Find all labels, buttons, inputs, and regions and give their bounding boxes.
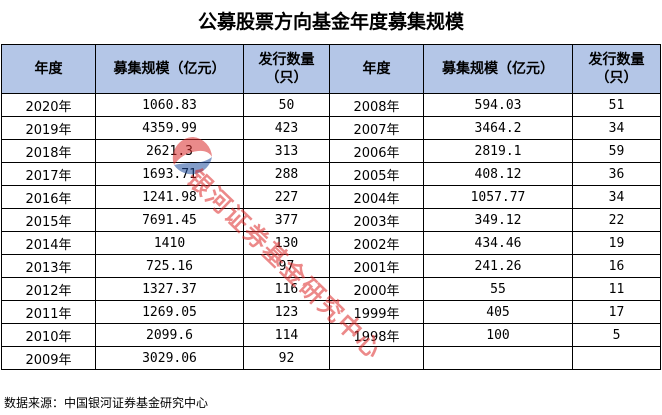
table-row: 2014年 1410 130 2002年 434.46 19 <box>1 231 661 255</box>
table-row: 2009年 3029.06 92 <box>1 346 661 370</box>
cell-count-left: 50 <box>243 93 330 117</box>
logo-red-swoosh <box>172 137 212 165</box>
cell-year-right: 1998年 <box>329 323 424 347</box>
cell-scale-left: 1060.83 <box>95 93 244 117</box>
cell-year-right: 2003年 <box>329 208 424 232</box>
cell-count-right: 16 <box>572 254 661 278</box>
cell-count-left: 92 <box>243 346 330 370</box>
cell-count-right: 34 <box>572 185 661 209</box>
data-source-note: 数据来源：中国银河证券基金研究中心 <box>4 396 209 410</box>
header-count-left: 发行数量（只） <box>243 44 330 94</box>
cell-year-right: 2005年 <box>329 162 424 186</box>
cell-scale-left: 2099.6 <box>95 323 244 347</box>
cell-count-left: 288 <box>243 162 330 186</box>
table-row: 2020年 1060.83 50 2008年 594.03 51 <box>1 93 661 117</box>
cell-count-left: 227 <box>243 185 330 209</box>
cell-scale-right: 241.26 <box>423 254 573 278</box>
cell-year-right: 2008年 <box>329 93 424 117</box>
table-row: 2015年 7691.45 377 2003年 349.12 22 <box>1 208 661 232</box>
cell-count-right: 59 <box>572 139 661 163</box>
cell-count-right: 5 <box>572 323 661 347</box>
cell-scale-right: 434.46 <box>423 231 573 255</box>
header-count-right: 发行数量（只） <box>572 44 661 94</box>
table-row: 2010年 2099.6 114 1998年 100 5 <box>1 323 661 347</box>
cell-count-right <box>572 346 661 370</box>
cell-year-right <box>329 346 424 370</box>
cell-scale-right: 408.12 <box>423 162 573 186</box>
cell-year-left: 2017年 <box>1 162 96 186</box>
cell-count-right: 34 <box>572 116 661 140</box>
cell-count-right: 36 <box>572 162 661 186</box>
cell-count-right: 19 <box>572 231 661 255</box>
table-row: 2011年 1269.05 123 1999年 405 17 <box>1 300 661 324</box>
cell-scale-right: 594.03 <box>423 93 573 117</box>
cell-scale-left: 725.16 <box>95 254 244 278</box>
header-row: 年度 募集规模（亿元） 发行数量（只） 年度 募集规模（亿元） 发行数量（只） <box>1 44 661 94</box>
cell-count-right: 17 <box>572 300 661 324</box>
cell-scale-left: 3029.06 <box>95 346 244 370</box>
table-row: 2018年 2621.3 313 2006年 2819.1 59 <box>1 139 661 163</box>
header-scale-right: 募集规模（亿元） <box>423 44 573 94</box>
header-year-left: 年度 <box>1 44 96 94</box>
fund-scale-table: 年度 募集规模（亿元） 发行数量（只） 年度 募集规模（亿元） 发行数量（只） … <box>1 44 661 370</box>
cell-count-left: 423 <box>243 116 330 140</box>
cell-year-right: 2000年 <box>329 277 424 301</box>
cell-count-left: 114 <box>243 323 330 347</box>
table-row: 2019年 4359.99 423 2007年 3464.2 34 <box>1 116 661 140</box>
cell-year-left: 2016年 <box>1 185 96 209</box>
cell-year-right: 2006年 <box>329 139 424 163</box>
cell-year-left: 2011年 <box>1 300 96 324</box>
cell-year-right: 2001年 <box>329 254 424 278</box>
cell-year-left: 2020年 <box>1 93 96 117</box>
header-scale-left: 募集规模（亿元） <box>95 44 244 94</box>
watermark-logo <box>172 137 212 175</box>
cell-year-left: 2013年 <box>1 254 96 278</box>
cell-year-left: 2019年 <box>1 116 96 140</box>
table-row: 2017年 1693.71 288 2005年 408.12 36 <box>1 162 661 186</box>
cell-year-right: 2004年 <box>329 185 424 209</box>
cell-count-left: 123 <box>243 300 330 324</box>
cell-scale-right: 100 <box>423 323 573 347</box>
cell-scale-right <box>423 346 573 370</box>
cell-scale-right: 349.12 <box>423 208 573 232</box>
cell-year-left: 2010年 <box>1 323 96 347</box>
table-body: 2020年 1060.83 50 2008年 594.03 51 2019年 4359.99 4… <box>1 93 661 370</box>
cell-count-left: 377 <box>243 208 330 232</box>
cell-scale-right: 2819.1 <box>423 139 573 163</box>
cell-scale-left: 1269.05 <box>95 300 244 324</box>
cell-year-left: 2015年 <box>1 208 96 232</box>
cell-year-right: 2007年 <box>329 116 424 140</box>
cell-scale-left: 1410 <box>95 231 244 255</box>
table-title: 公募股票方向基金年度募集规模 <box>197 11 464 33</box>
cell-scale-right: 3464.2 <box>423 116 573 140</box>
cell-scale-right: 55 <box>423 277 573 301</box>
cell-scale-right: 405 <box>423 300 573 324</box>
cell-scale-left: 1327.37 <box>95 277 244 301</box>
cell-year-left: 2014年 <box>1 231 96 255</box>
cell-scale-right: 1057.77 <box>423 185 573 209</box>
table-row: 2012年 1327.37 116 2000年 55 11 <box>1 277 661 301</box>
cell-count-left: 313 <box>243 139 330 163</box>
cell-count-left: 116 <box>243 277 330 301</box>
cell-count-right: 22 <box>572 208 661 232</box>
cell-year-left: 2012年 <box>1 277 96 301</box>
header-year-right: 年度 <box>329 44 424 94</box>
table-row: 2016年 1241.98 227 2004年 1057.77 34 <box>1 185 661 209</box>
table-row: 2013年 725.16 97 2001年 241.26 16 <box>1 254 661 278</box>
cell-count-right: 11 <box>572 277 661 301</box>
cell-year-right: 2002年 <box>329 231 424 255</box>
cell-count-right: 51 <box>572 93 661 117</box>
cell-year-left: 2018年 <box>1 139 96 163</box>
cell-year-left: 2009年 <box>1 346 96 370</box>
logo-blue-swoosh <box>174 157 212 175</box>
cell-count-left: 130 <box>243 231 330 255</box>
